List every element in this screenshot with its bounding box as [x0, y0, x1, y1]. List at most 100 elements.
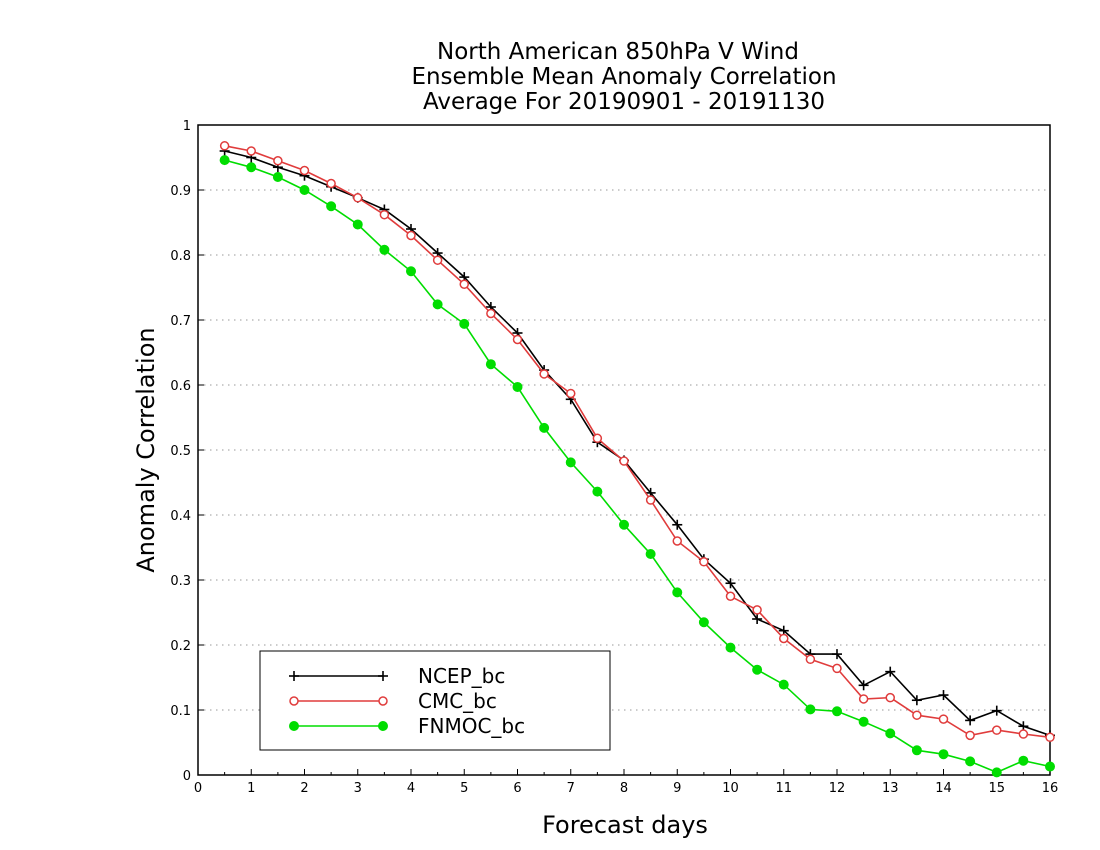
- data-point: [379, 209, 390, 220]
- data-point: [805, 704, 816, 715]
- data-point: [485, 359, 496, 370]
- data-point: [965, 730, 975, 741]
- data-point: [432, 299, 443, 310]
- series-fnmoc-bc: [219, 155, 1055, 778]
- axis-ticks: 00.10.20.30.40.50.60.70.80.910 1 2 3 4 5 6 7 8 9 1…: [170, 119, 1058, 796]
- chart-title: North American 850hPa V Wind Ensemble Me…: [411, 39, 836, 115]
- x-tick-label: 0: [194, 781, 202, 796]
- data-point: [353, 193, 363, 203]
- data-point: [379, 244, 390, 255]
- y-tick-label: 1: [183, 119, 191, 134]
- x-tick-label: 16: [1042, 781, 1059, 796]
- series-line: [224, 150, 1051, 737]
- data-point: [805, 654, 816, 665]
- x-tick-label: 15: [988, 781, 1005, 796]
- x-tick-label: 11: [775, 781, 792, 796]
- data-point: [592, 486, 603, 497]
- data-point: [219, 155, 230, 166]
- data-point: [246, 162, 257, 173]
- data-point: [326, 201, 337, 212]
- data-point: [378, 671, 388, 681]
- data-point: [912, 710, 922, 720]
- data-point: [858, 680, 869, 691]
- x-tick-label: 5: [460, 781, 468, 796]
- series-line: [224, 145, 1051, 739]
- data-point: [299, 185, 310, 195]
- data-point: [1018, 755, 1029, 766]
- data-point: [1018, 729, 1029, 739]
- x-tick-label: 6: [513, 781, 521, 796]
- data-point: [406, 266, 416, 277]
- y-tick-label: 0: [183, 769, 191, 784]
- data-point: [459, 279, 469, 289]
- legend-label: NCEP_bc: [418, 664, 505, 688]
- y-tick-label: 0.8: [170, 249, 191, 264]
- data-point: [752, 664, 763, 675]
- y-axis-label: Anomaly Correlation: [132, 327, 160, 572]
- x-tick-label: 12: [829, 781, 846, 796]
- data-point: [938, 714, 949, 724]
- data-point: [289, 696, 299, 706]
- data-point: [672, 519, 683, 530]
- data-point: [725, 591, 736, 601]
- data-point: [699, 557, 709, 567]
- x-tick-label: 8: [620, 781, 628, 796]
- x-tick-label: 1: [247, 781, 255, 796]
- data-point: [992, 725, 1002, 735]
- data-point: [832, 706, 842, 717]
- data-point: [885, 692, 895, 703]
- legend-label: FNMOC_bc: [418, 714, 525, 738]
- data-point: [779, 633, 789, 644]
- x-tick-label: 10: [722, 781, 739, 796]
- y-tick-label: 0.7: [170, 314, 191, 329]
- grid-lines: [198, 189, 1050, 711]
- data-point: [326, 178, 336, 189]
- data-point: [885, 666, 896, 677]
- data-point: [219, 141, 230, 151]
- data-point: [486, 308, 496, 319]
- x-axis-label: Forecast days: [542, 811, 708, 839]
- data-point: [991, 767, 1002, 778]
- data-point: [911, 695, 922, 706]
- data-point: [1045, 732, 1055, 743]
- data-point: [619, 519, 629, 530]
- data-point: [592, 433, 603, 444]
- series-cmc-bc: [219, 141, 1055, 743]
- data-point: [991, 705, 1002, 716]
- data-point: [352, 219, 363, 230]
- y-tick-label: 0.5: [170, 444, 191, 459]
- data-point: [778, 679, 789, 690]
- data-point: [725, 578, 736, 589]
- data-point: [289, 721, 299, 731]
- data-point: [672, 536, 682, 546]
- y-tick-label: 0.3: [170, 574, 191, 589]
- data-point: [432, 255, 443, 265]
- chart-title-line-1: North American 850hPa V Wind: [437, 39, 799, 65]
- x-tick-label: 3: [354, 781, 362, 796]
- data-point: [885, 728, 896, 739]
- x-tick-label: 7: [567, 781, 575, 796]
- y-tick-label: 0.2: [170, 639, 191, 654]
- data-point: [512, 381, 523, 392]
- x-tick-label: 9: [673, 781, 681, 796]
- data-point: [938, 749, 949, 760]
- data-point: [406, 230, 416, 241]
- data-point: [539, 422, 550, 433]
- data-point: [858, 694, 869, 704]
- x-tick-label: 2: [300, 781, 308, 796]
- data-point: [566, 388, 576, 399]
- data-point: [565, 457, 576, 468]
- chart-title-line-2: Ensemble Mean Anomaly Correlation: [411, 64, 836, 90]
- data-point: [246, 146, 256, 156]
- data-point: [832, 649, 842, 660]
- legend-label: CMC_bc: [418, 689, 497, 713]
- series-layer: [219, 141, 1055, 778]
- data-point: [539, 369, 549, 379]
- data-point: [965, 756, 976, 767]
- data-point: [832, 663, 842, 674]
- data-point: [752, 605, 762, 615]
- x-tick-label: 14: [935, 781, 952, 796]
- data-point: [512, 334, 523, 345]
